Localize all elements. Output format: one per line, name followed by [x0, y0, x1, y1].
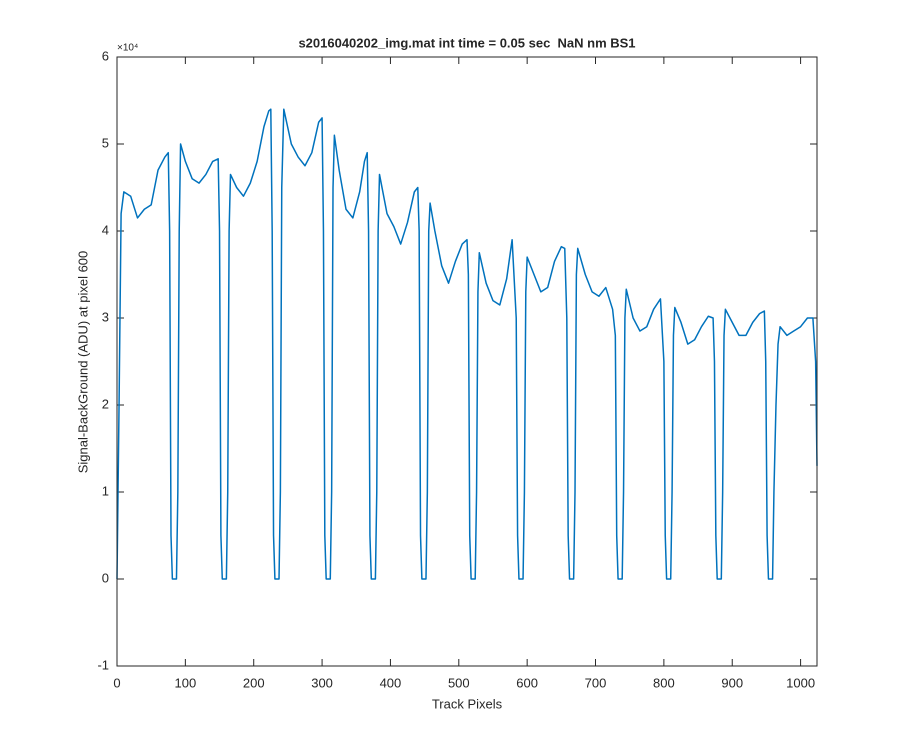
x-tick-label: 900	[721, 675, 743, 690]
y-axis-label: Signal-BackGround (ADU) at pixel 600	[75, 251, 90, 474]
x-tick-label: 200	[243, 675, 265, 690]
chart-title: s2016040202_img.mat int time = 0.05 sec …	[298, 35, 635, 50]
y-tick-label: 3	[102, 309, 109, 324]
x-tick-label: 300	[311, 675, 333, 690]
y-tick-label: 2	[102, 396, 109, 411]
y-tick-label: 1	[102, 483, 109, 498]
x-tick-label: 600	[516, 675, 538, 690]
y-multiplier: ×10⁴	[117, 43, 138, 54]
x-tick-label: 1000	[786, 675, 815, 690]
axes-box	[116, 56, 818, 667]
plot-area	[117, 57, 817, 666]
x-axis-label: Track Pixels	[432, 696, 503, 711]
y-tick-label: 0	[102, 570, 109, 585]
data-line	[116, 108, 818, 580]
x-tick-label: 400	[380, 675, 402, 690]
x-tick-label: 500	[448, 675, 470, 690]
y-tick-label: -1	[97, 657, 109, 672]
x-tick-label: 0	[113, 675, 120, 690]
y-tick-label: 4	[102, 222, 109, 237]
y-tick-label: 6	[102, 48, 109, 63]
x-tick-label: 100	[175, 675, 197, 690]
y-tick-label: 5	[102, 135, 109, 150]
x-tick-label: 800	[653, 675, 675, 690]
x-tick-label: 700	[585, 675, 607, 690]
